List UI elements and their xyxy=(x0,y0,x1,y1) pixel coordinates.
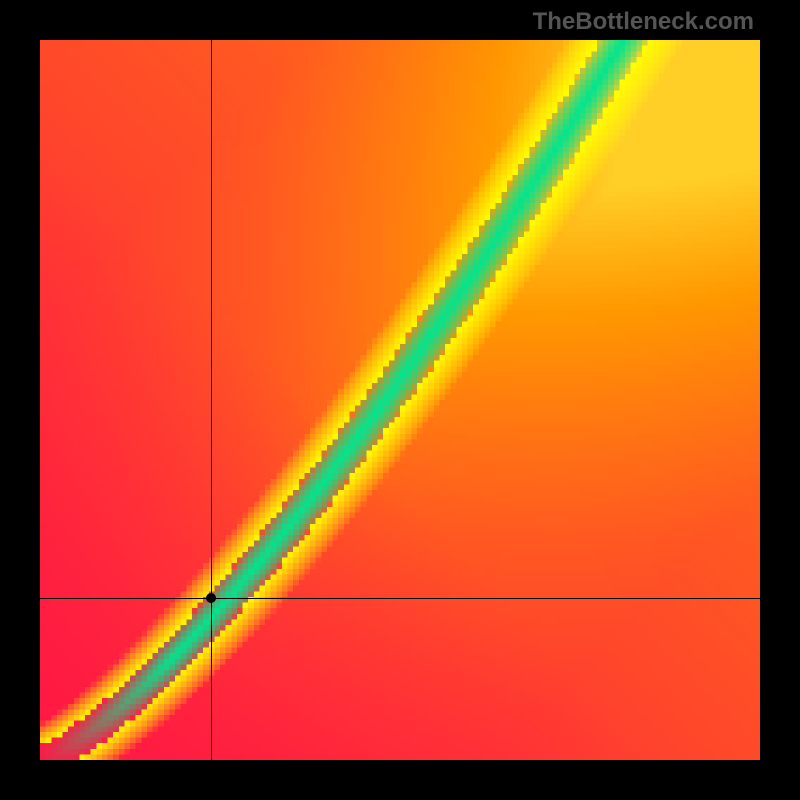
crosshair-vertical xyxy=(211,40,212,760)
crosshair-horizontal xyxy=(40,598,760,599)
heatmap-canvas xyxy=(40,40,760,760)
watermark-text: TheBottleneck.com xyxy=(533,8,754,36)
heatmap-plot xyxy=(40,40,760,760)
